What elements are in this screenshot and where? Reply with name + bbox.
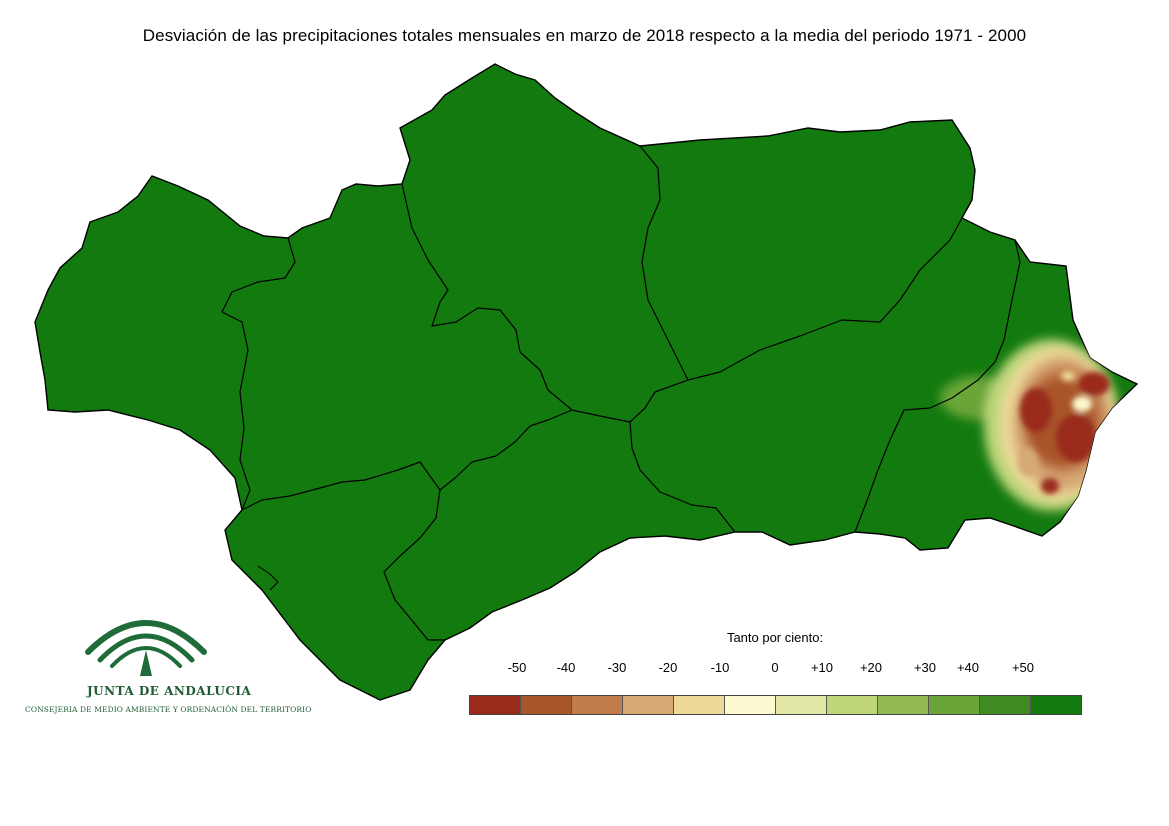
anomaly-area [940,339,1120,511]
legend-label: +10 [810,660,834,675]
legend-label: +20 [859,660,883,675]
andalucia-outline [34,63,1139,701]
legend-swatch [572,696,623,714]
legend-swatch [929,696,980,714]
legend-color-bar [469,695,1082,715]
legend-label: +30 [913,660,937,675]
estuary-mark [257,565,279,591]
legend-swatch [776,696,827,714]
legend-swatch [521,696,572,714]
legend-swatch [623,696,674,714]
legend-label: -50 [507,660,527,675]
junta-logo-icon [85,620,207,676]
legend-swatch [674,696,725,714]
legend-swatch [725,696,776,714]
logo-name: JUNTA DE ANDALUCIA [87,684,252,698]
legend-swatch [827,696,878,714]
legend-swatch [1031,696,1081,714]
legend-swatch [470,696,521,714]
legend-label: +40 [956,660,980,675]
legend-label: 0 [771,660,779,675]
legend-label: -30 [607,660,627,675]
legend-title: Tanto por ciento: [726,630,824,645]
legend-label: -20 [658,660,678,675]
legend-swatch [878,696,929,714]
logo-subtitle: CONSEJERIA DE MEDIO AMBIENTE Y ORDENACIÓ… [25,705,312,714]
province-borders [221,145,1021,641]
map-title: Desviación de las precipitaciones totale… [142,26,1027,45]
legend-label: +50 [1011,660,1035,675]
legend-swatch [980,696,1031,714]
legend-label: -40 [556,660,576,675]
legend-label: -10 [710,660,730,675]
